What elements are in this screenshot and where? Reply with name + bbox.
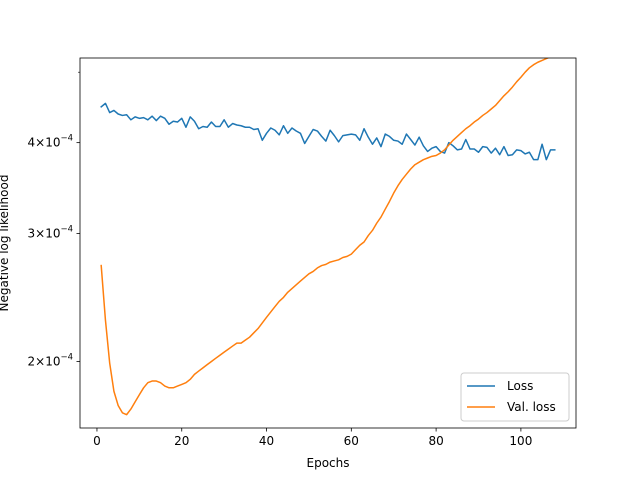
- y-tick-label: 2×10−4: [28, 352, 74, 368]
- y-axis: 2×10−4 3×10−4 4×10−4: [28, 71, 80, 368]
- plot-frame: [79, 57, 577, 429]
- x-tick-label: 100: [509, 434, 532, 448]
- series-layer: [100, 58, 556, 416]
- legend-label-loss: Loss: [507, 379, 533, 393]
- legend-label-val-loss: Val. loss: [507, 400, 556, 414]
- legend-box: [460, 372, 570, 422]
- x-tick-label: 20: [174, 434, 189, 448]
- x-tick-label: 60: [344, 434, 359, 448]
- series-line-loss: [100, 102, 556, 161]
- plot-area: [100, 58, 556, 416]
- x-axis-label: Epochs: [307, 456, 350, 470]
- x-tick-label: 80: [428, 434, 443, 448]
- x-axis: 0 20 40 60 80 100: [93, 428, 532, 448]
- y-tick-label: 4×10−4: [28, 134, 74, 150]
- series-line-val-loss: [100, 58, 550, 416]
- legend: Loss Val. loss: [460, 372, 570, 422]
- x-tick-label: 0: [93, 434, 101, 448]
- y-axis-label: Negative log likelihood: [0, 175, 11, 312]
- y-tick-label: 3×10−4: [28, 224, 74, 240]
- x-tick-label: 40: [259, 434, 274, 448]
